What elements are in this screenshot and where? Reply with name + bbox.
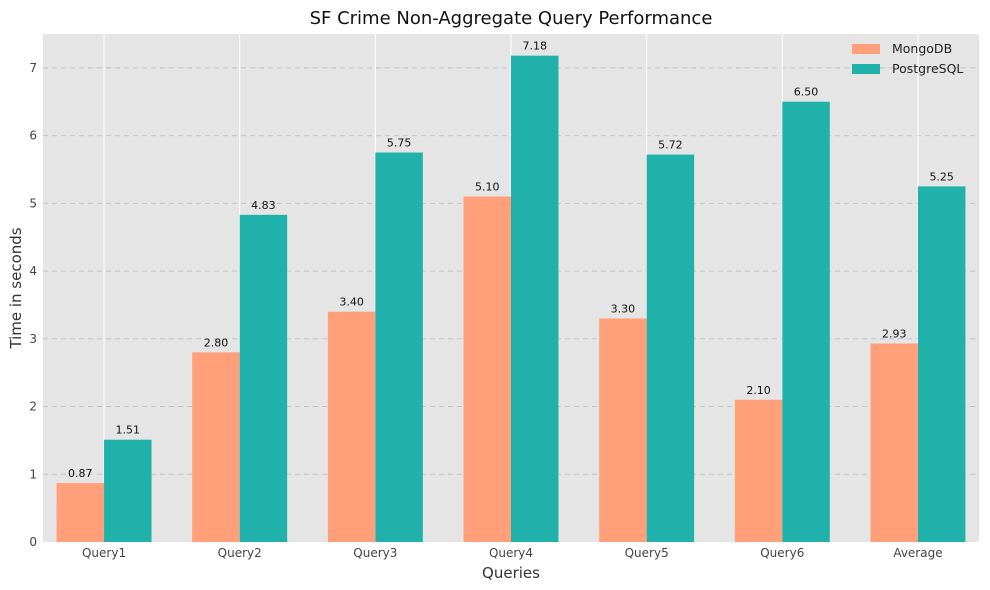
x-tick-label: Query6 bbox=[760, 546, 804, 560]
data-label: 5.10 bbox=[475, 181, 500, 194]
y-tick-label: 6 bbox=[29, 129, 37, 143]
bar-mongodb-query2 bbox=[192, 352, 240, 542]
data-label: 6.50 bbox=[794, 86, 819, 99]
y-axis-title: Time in seconds bbox=[7, 227, 25, 349]
legend-swatch-mongodb bbox=[852, 44, 880, 54]
y-tick-label: 3 bbox=[29, 332, 37, 346]
legend-label-mongodb: MongoDB bbox=[892, 41, 952, 56]
bar-postgresql-query5 bbox=[646, 154, 695, 542]
data-label: 1.51 bbox=[116, 424, 141, 437]
x-axis-title: Queries bbox=[482, 564, 540, 582]
data-label: 2.93 bbox=[882, 328, 907, 341]
x-tick-label: Query2 bbox=[218, 546, 262, 560]
bar-postgresql-query6 bbox=[782, 101, 830, 542]
data-label: 5.75 bbox=[387, 137, 412, 150]
y-tick-label: 0 bbox=[29, 535, 37, 549]
x-tick-label: Average bbox=[893, 546, 942, 560]
chart-title: SF Crime Non-Aggregate Query Performance bbox=[310, 8, 713, 29]
legend-label-postgresql: PostgreSQL bbox=[892, 61, 963, 76]
data-label: 2.10 bbox=[746, 384, 771, 397]
y-tick-label: 1 bbox=[29, 467, 37, 481]
x-tick-label: Query1 bbox=[82, 546, 126, 560]
y-tick-label: 7 bbox=[29, 61, 37, 75]
data-label: 7.18 bbox=[522, 40, 547, 53]
bar-postgresql-query3 bbox=[375, 152, 423, 543]
legend-swatch-postgresql bbox=[852, 64, 880, 74]
data-label: 3.40 bbox=[339, 296, 364, 309]
data-label: 0.87 bbox=[68, 467, 93, 480]
bar-mongodb-average bbox=[870, 343, 918, 542]
y-tick-label: 4 bbox=[29, 264, 37, 278]
data-label: 2.80 bbox=[204, 336, 229, 349]
y-tick-label: 5 bbox=[29, 196, 37, 210]
bar-postgresql-average bbox=[917, 186, 966, 542]
bar-postgresql-query4 bbox=[511, 55, 559, 542]
bar-mongodb-query6 bbox=[734, 399, 783, 542]
bar-mongodb-query4 bbox=[463, 196, 511, 542]
bar-postgresql-query1 bbox=[104, 439, 152, 542]
bar-mongodb-query5 bbox=[599, 318, 647, 542]
data-label: 5.72 bbox=[658, 139, 683, 152]
data-label: 4.83 bbox=[251, 199, 276, 212]
data-label: 3.30 bbox=[611, 302, 636, 315]
legend: MongoDB PostgreSQL bbox=[852, 41, 963, 76]
bar-mongodb-query1 bbox=[56, 483, 105, 542]
bar-postgresql-query2 bbox=[239, 214, 288, 542]
x-tick-label: Query5 bbox=[625, 546, 669, 560]
y-tick-label: 2 bbox=[29, 400, 37, 414]
data-label: 5.25 bbox=[929, 170, 954, 183]
x-tick-label: Query3 bbox=[353, 546, 397, 560]
bar-mongodb-query3 bbox=[327, 311, 376, 542]
x-tick-label: Query4 bbox=[489, 546, 533, 560]
